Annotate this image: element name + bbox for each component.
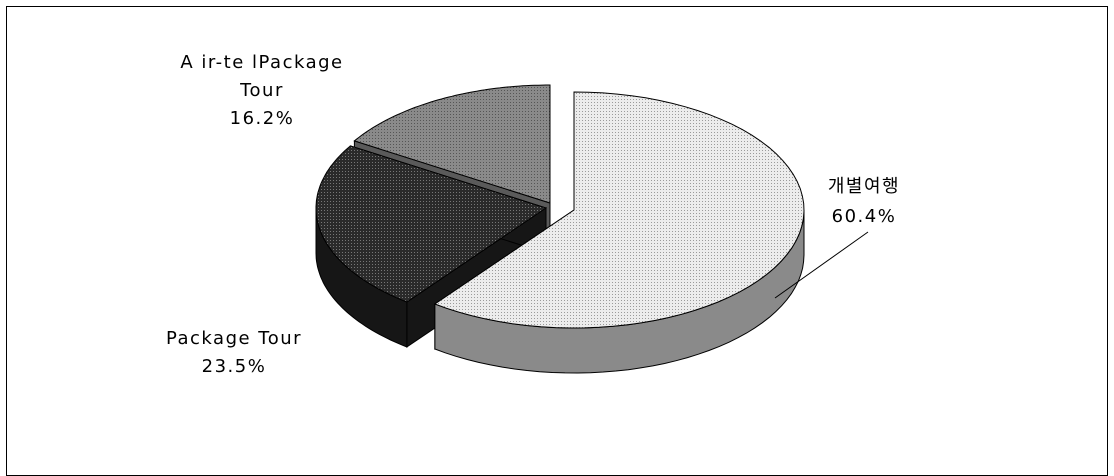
pie-slice-0	[433, 91, 805, 374]
value-package-tour: 23.5%	[202, 356, 267, 377]
value-air-tel: 16.2%	[230, 108, 295, 129]
value-individual: 60.4%	[832, 206, 897, 227]
label-air-tel-line1: A ir-te lPackage	[180, 52, 343, 73]
label-package-tour: Package Tour	[166, 328, 302, 349]
label-individual: 개별여행	[828, 176, 900, 197]
label-air-tel-line2: Tour	[239, 80, 284, 101]
leader-line-individual	[774, 231, 869, 299]
pie-chart: A ir-te lPackage Tour 16.2% 개별여행 60.4% P…	[166, 52, 900, 377]
